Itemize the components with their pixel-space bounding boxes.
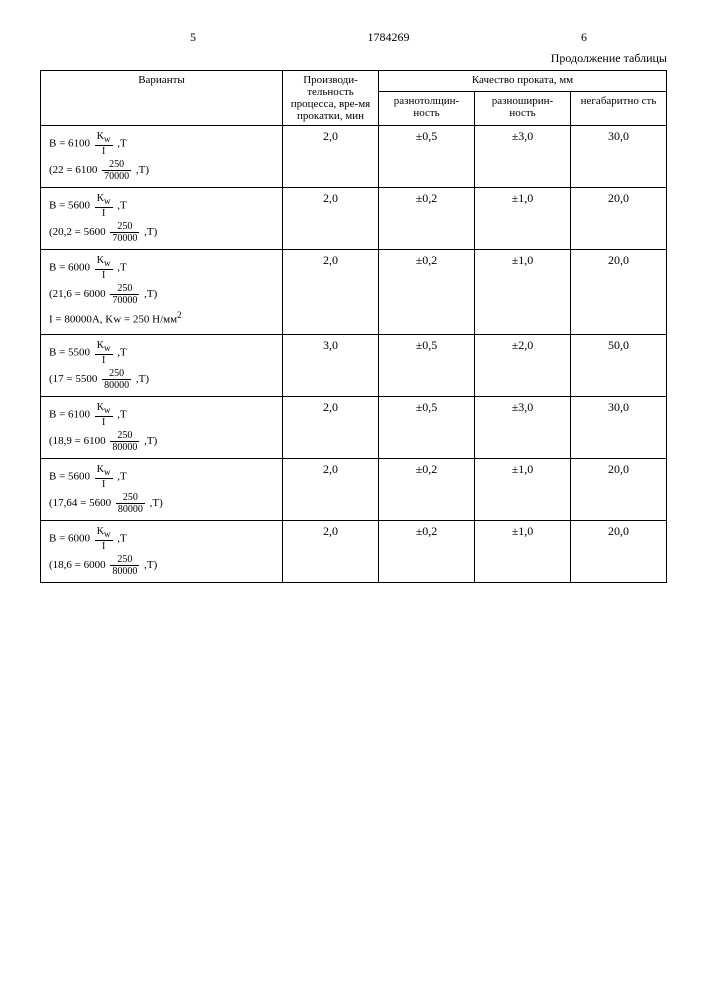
col-neg: негабаритно сть — [571, 91, 667, 125]
cell-neg: 30,0 — [571, 396, 667, 458]
cell-neg: 50,0 — [571, 335, 667, 397]
cell-variant: B = 5600 KwI ,T(17,64 = 5600 25080000 ,T… — [41, 458, 283, 520]
cell-width: ±2,0 — [475, 335, 571, 397]
cell-thickness: ±0,2 — [379, 520, 475, 582]
page-header: 5 1784269 6 — [40, 30, 667, 45]
cell-width: ±3,0 — [475, 126, 571, 188]
cell-width: ±1,0 — [475, 187, 571, 249]
cell-time: 2,0 — [283, 126, 379, 188]
header-left: 5 — [190, 30, 196, 45]
cell-variant: B = 6100 KwI ,T(22 = 6100 25070000 ,T) — [41, 126, 283, 188]
table-row: B = 6000 KwI ,T(21,6 = 6000 25070000 ,T)… — [41, 249, 667, 334]
cell-variant: B = 6100 KwI ,T(18,9 = 6100 25080000 ,T) — [41, 396, 283, 458]
cell-width: ±1,0 — [475, 520, 571, 582]
cell-thickness: ±0,5 — [379, 126, 475, 188]
cell-neg: 20,0 — [571, 249, 667, 334]
cell-variant: B = 6000 KwI ,T(18,6 = 6000 25080000 ,T) — [41, 520, 283, 582]
col-variants: Варианты — [41, 71, 283, 126]
cell-time: 3,0 — [283, 335, 379, 397]
table-row: B = 5600 KwI ,T(17,64 = 5600 25080000 ,T… — [41, 458, 667, 520]
col-width: разноширин-ность — [475, 91, 571, 125]
table-row: B = 6100 KwI ,T(22 = 6100 25070000 ,T)2,… — [41, 126, 667, 188]
cell-neg: 20,0 — [571, 187, 667, 249]
header-right: 6 — [581, 30, 587, 45]
cell-variant: B = 5600 KwI ,T(20,2 = 5600 25070000 ,T) — [41, 187, 283, 249]
cell-thickness: ±0,2 — [379, 458, 475, 520]
cell-width: ±3,0 — [475, 396, 571, 458]
data-table: Варианты Производи-тельность процесса, в… — [40, 70, 667, 583]
cell-thickness: ±0,2 — [379, 249, 475, 334]
cell-time: 2,0 — [283, 187, 379, 249]
cell-thickness: ±0,5 — [379, 396, 475, 458]
cell-thickness: ±0,5 — [379, 335, 475, 397]
cell-time: 2,0 — [283, 458, 379, 520]
cell-neg: 20,0 — [571, 520, 667, 582]
table-row: B = 6100 KwI ,T(18,9 = 6100 25080000 ,T)… — [41, 396, 667, 458]
cell-width: ±1,0 — [475, 249, 571, 334]
cell-variant: B = 6000 KwI ,T(21,6 = 6000 25070000 ,T)… — [41, 249, 283, 334]
cell-width: ±1,0 — [475, 458, 571, 520]
header-center: 1784269 — [368, 30, 410, 45]
cell-neg: 20,0 — [571, 458, 667, 520]
cell-neg: 30,0 — [571, 126, 667, 188]
cell-time: 2,0 — [283, 249, 379, 334]
table-row: B = 5600 KwI ,T(20,2 = 5600 25070000 ,T)… — [41, 187, 667, 249]
col-thickness: разнотолщин-ность — [379, 91, 475, 125]
col-quality-group: Качество проката, мм — [379, 71, 667, 92]
table-row: B = 6000 KwI ,T(18,6 = 6000 25080000 ,T)… — [41, 520, 667, 582]
cell-variant: B = 5500 KwI ,T(17 = 5500 25080000 ,T) — [41, 335, 283, 397]
cell-thickness: ±0,2 — [379, 187, 475, 249]
cell-time: 2,0 — [283, 396, 379, 458]
table-row: B = 5500 KwI ,T(17 = 5500 25080000 ,T)3,… — [41, 335, 667, 397]
cell-time: 2,0 — [283, 520, 379, 582]
table-caption: Продолжение таблицы — [40, 51, 667, 66]
col-productivity: Производи-тельность процесса, вре-мя про… — [283, 71, 379, 126]
